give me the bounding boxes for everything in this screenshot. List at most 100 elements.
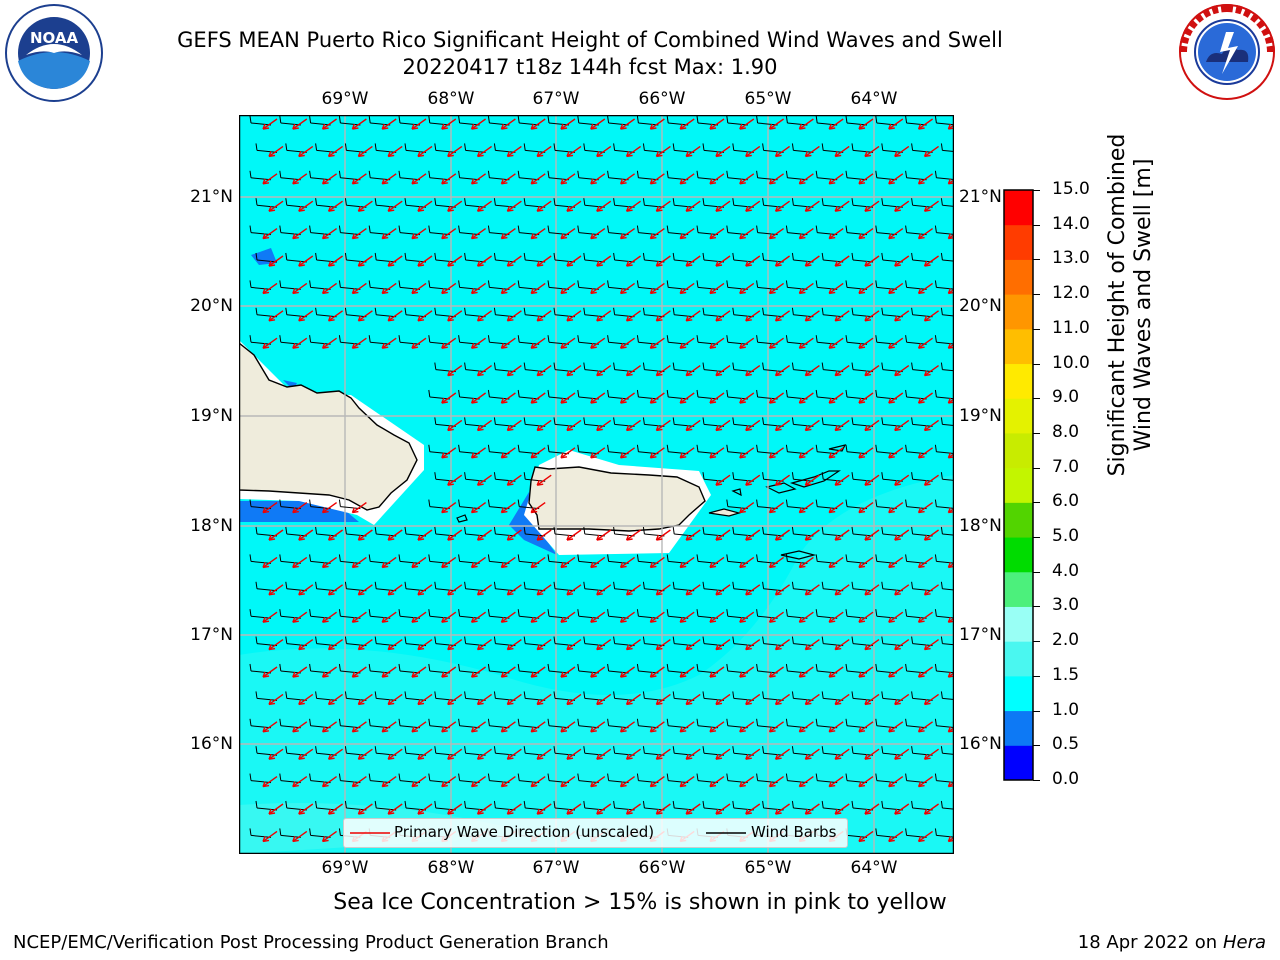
wave-arrow [774,693,791,706]
wave-arrow [500,666,516,678]
wind-barb [458,280,480,290]
wind-barb [368,718,391,729]
wind-barb [338,554,361,564]
wave-arrow [417,693,433,706]
wind-barb [285,198,307,208]
wind-barb [249,335,272,345]
wave-arrow [774,365,791,377]
wave-arrow [828,173,844,185]
wind-barb [577,280,599,290]
wind-barb [285,691,307,701]
wave-arrow [917,173,934,185]
wave-arrow [804,145,820,158]
wave-arrow [262,282,278,295]
nws-logo [1176,2,1278,102]
wind-barb [487,773,510,784]
colorbar-tick-mark [1033,467,1040,469]
wave-arrow [917,776,934,788]
wind-barb [577,444,599,455]
wave-arrow [470,337,487,349]
wind-barb [338,499,361,510]
wave-arrow [774,803,791,815]
wind-barb [815,609,838,619]
wave-arrow [387,748,403,760]
wind-barb [845,335,868,345]
wave-arrow [745,310,761,322]
chart-subtitle: 20220417 t18z 144h fcst Max: 1.90 [402,55,778,79]
wave-arrow [888,830,904,843]
wind-barb [756,499,778,510]
wind-barb [732,800,754,811]
wind-barb [404,252,427,263]
wave-arrow [917,118,934,130]
wave-arrow [327,255,344,267]
wave-arrow [745,639,761,651]
wave-arrow [530,502,546,514]
wave-arrow [828,721,844,733]
wind-barb [613,800,635,811]
wind-barb [875,773,897,784]
wind-barb [875,225,897,236]
wave-arrow [441,337,457,349]
wind-barb [547,718,570,729]
wind-barb [458,609,480,619]
wave-arrow [685,310,701,322]
wave-arrow [536,693,552,706]
wind-barb [815,773,838,784]
wind-barb [553,362,576,373]
wave-arrow [619,337,636,349]
wind-barb [666,225,689,236]
wave-arrow [351,118,367,130]
wind-barb [434,417,456,427]
noaa-logo: NOAA [4,3,104,103]
colorbar-tick-label: 14.0 [1052,213,1090,234]
wind-barb [315,691,337,701]
wave-arrow [321,721,338,733]
wave-arrow [470,282,487,295]
wave-arrow [560,392,576,404]
wind-barb [732,307,754,318]
wave-arrow [798,337,814,349]
wave-arrow [590,447,606,459]
wave-arrow [655,529,671,541]
wind-barb [762,472,784,482]
wind-barb [577,115,599,126]
wave-arrow [441,282,457,295]
wind-barb [940,800,954,810]
wave-arrow [417,145,433,158]
wind-barb [547,335,570,345]
map-legend: Primary Wave Direction (unscaled) Wind B… [343,818,848,848]
wind-barb [428,280,450,290]
wind-barb [338,335,361,345]
wind-barb [368,773,391,784]
wave-arrow [262,556,278,569]
wave-arrow [566,639,582,651]
wave-arrow [262,502,278,514]
wind-barb [547,389,570,400]
wave-arrow [619,447,636,459]
wave-arrow [858,502,874,514]
hispaniola-land [239,342,418,511]
wave-arrow [858,392,874,404]
wave-arrow [590,776,606,788]
wind-barb [845,499,868,510]
colorbar-bin [1004,745,1033,781]
wave-arrow [590,666,606,678]
wave-arrow [560,556,576,569]
wave-arrow [715,255,731,267]
wave-arrow [351,776,367,788]
wave-arrow [655,365,671,377]
wind-barb [696,663,719,674]
wave-arrow [804,748,820,760]
wind-barb [523,746,546,756]
wind-barb [315,252,337,263]
wave-arrow [858,776,874,788]
wind-barb [577,663,599,674]
wave-arrow [745,529,761,541]
wind-barb [309,335,331,345]
wind-barb [756,170,778,181]
wave-arrow [715,803,731,815]
colorbar-tick-mark [1033,641,1040,643]
wave-arrow [476,529,493,541]
wave-arrow [619,282,636,295]
